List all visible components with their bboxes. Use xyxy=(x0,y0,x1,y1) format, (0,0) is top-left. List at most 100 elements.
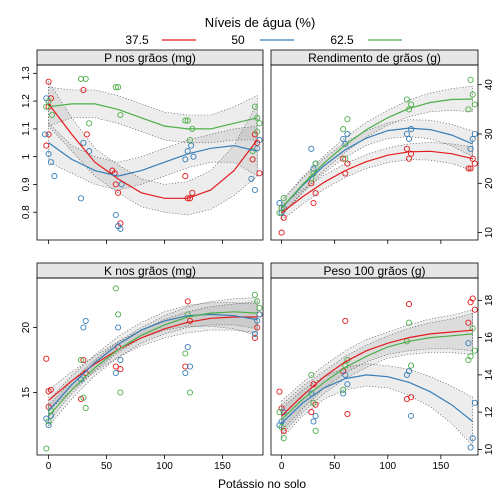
data-point-series-62-5 xyxy=(49,111,56,119)
data-point-series-62-5 xyxy=(254,298,261,305)
data-point-series-62-5 xyxy=(256,304,263,311)
fit-line-series-37-5 xyxy=(281,150,473,214)
data-point-series-50 xyxy=(312,412,319,419)
data-point-series-37-5 xyxy=(278,229,285,236)
data-point-series-62-5 xyxy=(112,84,119,91)
y-tick-label: 1.1 xyxy=(21,122,32,136)
data-point-series-50 xyxy=(182,156,189,163)
data-point-series-50 xyxy=(465,340,472,347)
panel-frame xyxy=(36,277,264,456)
data-point-series-62-5 xyxy=(184,117,191,124)
data-point-series-37-5 xyxy=(340,155,347,162)
y-tick-label: 40 xyxy=(484,79,495,91)
panel-rendimento-de-graos-g: Rendimento de grãos (g) 10 20 30 40 xyxy=(270,49,495,244)
data-point-series-37-5 xyxy=(471,160,478,167)
data-point-series-62-5 xyxy=(182,350,189,357)
data-point-series-37-5 xyxy=(467,165,474,172)
data-point-series-50 xyxy=(184,343,191,351)
data-point-series-50 xyxy=(47,159,54,166)
data-point-series-62-5 xyxy=(280,195,287,202)
y-tick-label: 12 xyxy=(484,406,495,418)
data-point-series-62-5 xyxy=(86,120,93,127)
data-point-series-50 xyxy=(469,435,476,442)
data-point-series-62-5 xyxy=(256,120,263,127)
data-point-series-62-5 xyxy=(280,435,287,442)
panels: P nos grãos (mg) 0.8 0.9 1 1.1 1.2 1.3 Rendimen… xyxy=(21,49,495,472)
legend-item-37-5: 37.5 xyxy=(125,33,196,47)
data-point-series-62-5 xyxy=(471,101,478,108)
data-point-series-62-5 xyxy=(82,405,89,412)
data-point-series-62-5 xyxy=(340,126,347,133)
y-tick-label: 30 xyxy=(484,128,495,140)
data-point-series-37-5 xyxy=(43,355,50,362)
data-point-series-50 xyxy=(117,356,124,364)
y-tick-label: 14 xyxy=(484,369,495,381)
panel-peso-100-graos-g: Peso 100 grãos (g) 10 12 14 16 18 0 50 100 150 xyxy=(270,262,495,472)
panel-title: P nos grãos (mg) xyxy=(104,51,196,65)
y-tick-label: 1.3 xyxy=(21,66,32,80)
data-point-series-50 xyxy=(186,363,194,370)
data-point-series-62-5 xyxy=(312,160,319,167)
data-point-series-50 xyxy=(467,444,474,451)
fit-line-series-62-5 xyxy=(281,98,473,209)
data-point-series-62-5 xyxy=(340,386,347,393)
confidence-band-series-37-5 xyxy=(48,80,258,216)
data-point-series-62-5 xyxy=(471,347,478,354)
fit-line-series-37-5 xyxy=(48,103,258,199)
fit-line-series-50 xyxy=(281,127,473,209)
data-point-series-62-5 xyxy=(82,75,89,82)
data-point-series-62-5 xyxy=(310,399,317,406)
fit-line-series-50 xyxy=(281,374,474,424)
data-point-series-62-5 xyxy=(251,291,258,298)
data-point-series-50 xyxy=(403,130,410,138)
data-point-series-37-5 xyxy=(465,165,472,172)
x-tick-label: 50 xyxy=(329,461,341,472)
data-point-series-50 xyxy=(408,412,415,419)
data-point-series-62-5 xyxy=(465,106,472,113)
data-point-series-62-5 xyxy=(186,389,194,396)
data-point-series-37-5 xyxy=(80,86,87,94)
data-point-series-37-5 xyxy=(312,190,319,197)
data-point-series-62-5 xyxy=(278,424,285,431)
legend-item-50: 50 xyxy=(231,33,294,47)
fit-line-series-62-5 xyxy=(48,103,258,130)
y-tick-label: 18 xyxy=(484,294,495,306)
y-tick-label: 16 xyxy=(484,332,495,344)
x-tick-label: 150 xyxy=(433,461,450,472)
data-point-series-50 xyxy=(340,390,347,397)
data-point-series-50 xyxy=(256,311,263,318)
fit-line-series-37-5 xyxy=(281,329,473,417)
data-point-series-62-5 xyxy=(403,96,410,103)
data-point-series-50 xyxy=(251,186,258,194)
data-point-series-50 xyxy=(51,173,58,180)
data-point-series-50 xyxy=(469,135,476,142)
confidence-band-series-50 xyxy=(48,302,258,423)
panel-k-nos-graos-mg: K nos grãos (mg) 15 20 0 50 100 150 xyxy=(21,262,264,472)
data-point-series-37-5 xyxy=(112,181,119,188)
data-point-series-37-5 xyxy=(465,319,472,326)
fit-line-series-50 xyxy=(48,313,258,412)
data-point-series-50 xyxy=(342,140,349,147)
data-point-series-37-5 xyxy=(251,334,258,341)
data-point-series-37-5 xyxy=(254,324,261,331)
data-point-series-50 xyxy=(80,139,87,146)
data-point-series-37-5 xyxy=(182,173,189,180)
fit-line-series-62-5 xyxy=(281,333,473,421)
data-point-series-62-5 xyxy=(469,325,476,332)
confidence-band-series-37-5 xyxy=(281,309,473,432)
data-point-series-37-5 xyxy=(249,156,256,163)
data-point-series-62-5 xyxy=(465,356,472,364)
x-tick-label: 150 xyxy=(214,461,231,472)
data-point-series-50 xyxy=(276,199,283,207)
data-point-series-50 xyxy=(45,422,52,429)
data-point-series-62-5 xyxy=(408,101,415,108)
data-point-series-37-5 xyxy=(47,386,54,393)
confidence-band-series-62-5 xyxy=(281,313,473,436)
data-point-series-62-5 xyxy=(77,75,85,82)
confidence-band-series-37-5 xyxy=(48,301,258,412)
data-point-series-62-5 xyxy=(117,111,124,119)
data-point-series-37-5 xyxy=(280,214,287,221)
data-point-series-62-5 xyxy=(117,389,124,396)
data-point-series-50 xyxy=(45,150,52,157)
